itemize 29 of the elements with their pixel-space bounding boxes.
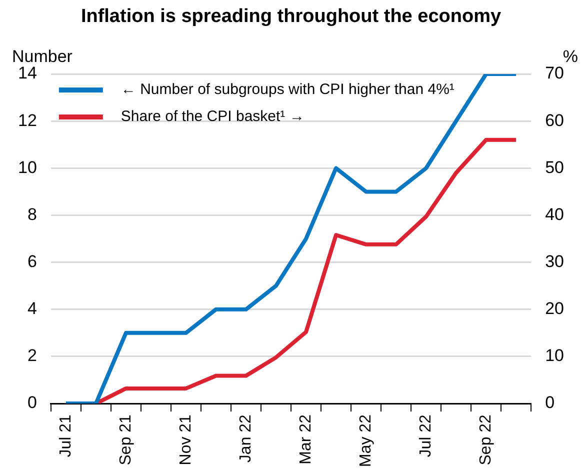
x-tick-label: Nov 21 bbox=[177, 414, 194, 466]
chart-title: Inflation is spreading throughout the economy bbox=[80, 6, 502, 28]
legend-label: Share of the CPI basket¹ → bbox=[120, 108, 304, 126]
y-axis-title: Number bbox=[12, 47, 73, 66]
y-tick-label: 8 bbox=[27, 204, 37, 224]
y-tick-label: 10 bbox=[18, 158, 37, 177]
y2-axis-title: % bbox=[562, 47, 578, 66]
y-tick-label: 2 bbox=[27, 346, 37, 366]
y-tick-label: 0 bbox=[27, 393, 37, 412]
y2-tick-label: 20 bbox=[545, 299, 564, 318]
x-tick-label: Jul 21 bbox=[57, 414, 74, 458]
x-tick-label: Jan 22 bbox=[237, 414, 254, 463]
x-tick-label: Mar 22 bbox=[297, 414, 314, 464]
x-tick-label: May 22 bbox=[357, 414, 374, 467]
y2-tick-label: 60 bbox=[545, 110, 564, 130]
legend-label: ← Number of subgroups with CPI higher than 4%¹ bbox=[120, 81, 454, 98]
y2-tick-label: 50 bbox=[545, 158, 564, 177]
y2-tick-label: 0 bbox=[545, 393, 555, 412]
y2-tick-label: 40 bbox=[545, 204, 564, 224]
x-tick-label: Jul 22 bbox=[417, 414, 434, 458]
y-tick-label: 6 bbox=[27, 252, 37, 271]
y2-tick-label: 10 bbox=[545, 346, 564, 366]
y-tick-label: 14 bbox=[18, 64, 37, 83]
y-tick-label: 12 bbox=[18, 110, 37, 130]
y-tick-label: 4 bbox=[27, 299, 37, 318]
y2-tick-label: 70 bbox=[545, 64, 564, 83]
y2-tick-label: 30 bbox=[545, 252, 564, 271]
x-tick-label: Sep 21 bbox=[117, 414, 134, 466]
x-tick-label: Sep 22 bbox=[477, 414, 494, 466]
